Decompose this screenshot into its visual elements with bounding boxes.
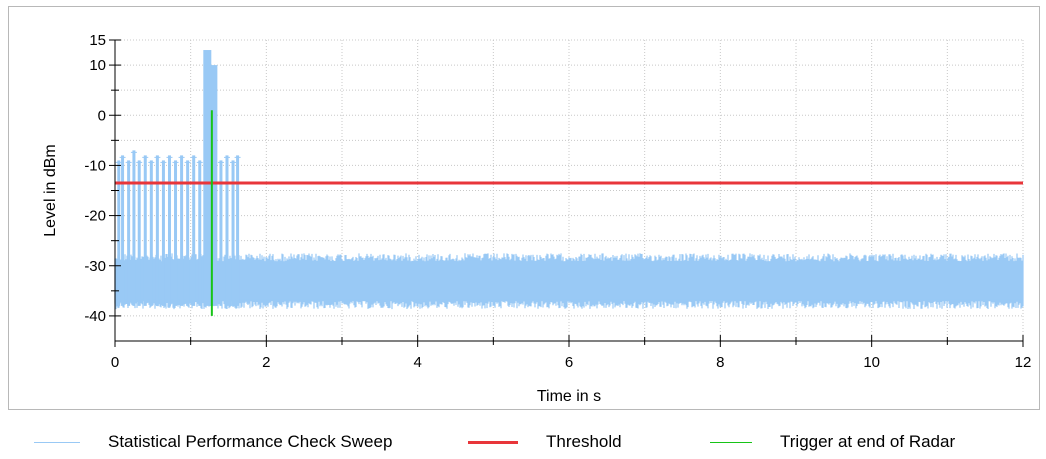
y-tick-label: -20 bbox=[84, 208, 106, 225]
sweep-pulse bbox=[121, 155, 125, 306]
legend-label: Trigger at end of Radar bbox=[780, 432, 956, 451]
sweep-pulse bbox=[186, 160, 190, 306]
x-tick-label: 8 bbox=[716, 354, 724, 371]
y-axis-title: Level in dBm bbox=[42, 144, 59, 237]
sweep-pulse bbox=[155, 155, 159, 306]
y-tick-label: 0 bbox=[98, 107, 106, 124]
x-tick-label: 4 bbox=[413, 354, 421, 371]
legend: Statistical Performance Check Sweep Thres… bbox=[0, 430, 1046, 454]
sweep-noise-band bbox=[115, 261, 1023, 300]
legend-item: Threshold bbox=[468, 430, 622, 454]
sweep-pulse bbox=[219, 160, 223, 306]
legend-swatch bbox=[34, 441, 80, 443]
sweep-pulse bbox=[132, 150, 136, 306]
sweep-pulse bbox=[143, 155, 147, 306]
sweep-pulse bbox=[161, 160, 165, 306]
sweep-pulse bbox=[192, 155, 196, 306]
y-tick-label: -10 bbox=[84, 157, 106, 174]
chart-frame: 0 2 4 6 8 10 12 15 10 0 -10 -20 -30 -40 Time in s Lev… bbox=[8, 6, 1040, 410]
sweep-pulse bbox=[203, 50, 212, 306]
sweep-pulse bbox=[209, 65, 218, 306]
sweep-pulse bbox=[198, 160, 202, 306]
x-tick-label: 0 bbox=[111, 354, 119, 371]
legend-swatch bbox=[468, 440, 518, 444]
sweep-pulse bbox=[167, 155, 171, 306]
sweep-pulse bbox=[225, 155, 229, 306]
legend-item: Trigger at end of Radar bbox=[710, 430, 955, 454]
sweep-pulse bbox=[137, 160, 141, 306]
y-tick-label: -40 bbox=[84, 308, 106, 325]
y-tick-label: 10 bbox=[89, 57, 106, 74]
x-tick-label: 10 bbox=[863, 354, 880, 371]
sweep-pulse bbox=[180, 155, 184, 306]
sweep-pulse bbox=[127, 160, 131, 306]
chart-plot: 0 2 4 6 8 10 12 15 10 0 -10 -20 -30 -40 Time in s Lev… bbox=[42, 32, 1031, 405]
legend-swatch bbox=[710, 441, 752, 443]
sweep-pulse bbox=[149, 160, 153, 306]
sweep-pulse bbox=[117, 160, 121, 306]
x-tick-label: 6 bbox=[565, 354, 573, 371]
axes: 0 2 4 6 8 10 12 15 10 0 -10 -20 -30 -40 bbox=[84, 32, 1031, 371]
x-tick-label: 2 bbox=[262, 354, 270, 371]
legend-label: Threshold bbox=[546, 432, 622, 451]
x-tick-label: 12 bbox=[1015, 354, 1032, 371]
legend-label: Statistical Performance Check Sweep bbox=[108, 432, 393, 451]
legend-item: Statistical Performance Check Sweep bbox=[34, 430, 392, 454]
y-tick-label: -30 bbox=[84, 258, 106, 275]
sweep-pulse bbox=[231, 160, 235, 306]
x-axis-title: Time in s bbox=[537, 388, 601, 405]
sweep-pulse bbox=[236, 155, 240, 306]
y-tick-label: 15 bbox=[89, 32, 106, 49]
sweep-pulse bbox=[174, 160, 178, 306]
